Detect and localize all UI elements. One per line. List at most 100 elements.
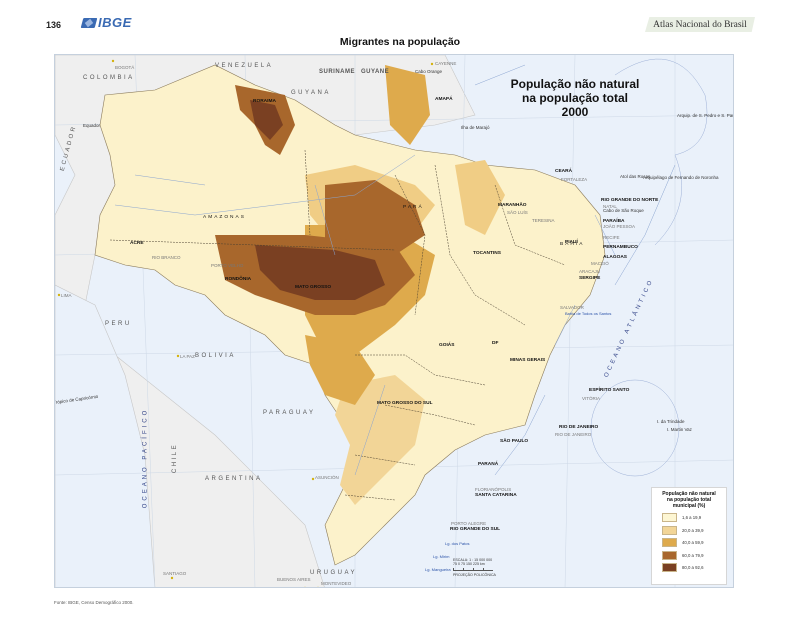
source-note: Fonte: IBGE, Censo Demográfico 2000. (54, 600, 134, 605)
capital-label-natal: NATAL (603, 204, 617, 209)
state-label-rondonia: RONDÔNIA (225, 277, 252, 282)
legend-item: 60,0 a 79,9 (662, 550, 722, 560)
state-label-df: DF (492, 341, 499, 346)
legend-item: 1,6 a 19,9 (662, 513, 722, 523)
map-title: População não natural na população total… (510, 77, 640, 119)
country-label-suriname: SURINAME (319, 69, 356, 75)
capital-label-asuncion: ASUNCIÓN (315, 475, 339, 480)
ibge-logo-text: IBGE (98, 15, 132, 30)
country-label-argentina: ARGENTINA (205, 476, 263, 482)
capital-label-santiago: SANTIAGO (163, 571, 187, 576)
feature-label-equator: Equador (83, 123, 101, 128)
page-number: 136 (46, 20, 62, 30)
capital-label-sao-luis: SÃO LUÍS (507, 210, 528, 215)
capital-label-recife: RECIFE (603, 235, 620, 240)
feature-label-cabo-orange: Cabo Orange (415, 69, 443, 74)
state-label-sao-paulo: SÃO PAULO (500, 439, 529, 444)
scale-bar: ESCALA: 1 : 15 000 000 75 0 75 150 225 k… (453, 558, 533, 577)
class-20-39-south (335, 375, 425, 505)
feature-label-lagoa-mirim: Lg. Mirim (433, 554, 450, 559)
atlas-name-tag: Atlas Nacional do Brasil (645, 17, 755, 32)
country-label-uruguay: URUGUAY (310, 570, 358, 576)
capital-label-rio-de-janeiro: RIO DE JANEIRO (555, 432, 592, 437)
class-80-92-mt (255, 245, 385, 300)
capital-label-salvador: SALVADOR (560, 305, 584, 310)
state-label-sergipe: SERGIPE (579, 276, 601, 281)
legend-item: 40,0 a 59,9 (662, 538, 722, 548)
feature-label-atol-rocas: Atol das Rocas (620, 174, 651, 179)
scale-label: ESCALA: 1 : 15 000 000 (453, 558, 493, 562)
state-label-paraiba: PARAÍBA (603, 219, 625, 224)
legend-title: População não natural na população total… (662, 491, 716, 509)
state-label-pernambuco: PERNAMBUCO (603, 245, 638, 250)
capital-label-cayenne: CAYENNE (435, 61, 457, 66)
capital-label-porto-alegre: PORTO ALEGRE (451, 521, 487, 526)
legend-swatch (662, 550, 677, 560)
scale-graphic (453, 568, 493, 571)
capital-label-florianopolis: FLORIANÓPOLIS (475, 487, 512, 492)
capital-label-teresina: TERESINA (532, 218, 555, 223)
state-label-amazonas: AMAZONAS (203, 215, 246, 220)
state-label-bahia: BAHIA (560, 242, 585, 247)
feature-label-lagoa-mangueira: Lg. Mangueira (425, 567, 451, 572)
feature-label-sao-pedro: Arquip. de S. Pedro e S. Paulo (677, 113, 734, 118)
state-label-maranhao: MARANHÃO (498, 203, 527, 208)
projection-label: PROJEÇÃO POLICÔNICA (453, 573, 496, 577)
country-label-guyane: GUYANE (361, 69, 390, 75)
ocean-label-pacific: OCEANO PACÍFICO (142, 407, 149, 509)
map-graphic (55, 55, 733, 587)
capital-label-lima: LIMA (61, 293, 72, 298)
state-label-espirito-santo: ESPÍRITO SANTO (589, 388, 630, 393)
capital-label-la-paz: LA PAZ (180, 354, 195, 359)
state-label-alagoas: ALAGOAS (603, 255, 627, 260)
map-frame: População não natural na população total… (54, 54, 734, 588)
country-label-venezuela: VENEZUELA (215, 63, 274, 69)
state-label-tocantins: TOCANTINS (473, 251, 501, 256)
state-label-roraima: RORAIMA (253, 99, 276, 104)
capital-label-bogota: BOGOTÁ (115, 65, 135, 70)
country-label-bolivia: BOLIVIA (195, 353, 236, 359)
capital-label-buenos-aires: BUENOS AIRES (277, 577, 311, 582)
country-label-guyana: GUYANA (291, 90, 331, 96)
legend-swatch (662, 538, 677, 548)
country-label-colombia: COLOMBIA (83, 75, 135, 81)
state-label-parana: PARANÁ (478, 462, 499, 467)
country-label-chile: CHILE (172, 442, 179, 474)
map-legend: População não natural na população total… (651, 487, 727, 585)
state-label-mato-grosso-do-sul: MATO GROSSO DO SUL (377, 401, 433, 406)
state-label-santa-catarina: SANTA CATARINA (475, 493, 517, 498)
class-40-59-ms (305, 335, 375, 405)
country-label-paraguay: PARAGUAY (263, 410, 316, 416)
page-title: Migrantes na população (339, 36, 461, 48)
class-80-92-rr (250, 100, 283, 140)
state-label-goias: GOIÁS (439, 343, 455, 348)
feature-label-cabo-sao-roque: Cabo de São Roque (603, 208, 644, 213)
ibge-logo: IBGE (80, 15, 132, 30)
state-label-ceara: CEARÁ (555, 169, 573, 174)
state-label-rio-de-janeiro: RIO DE JANEIRO (559, 425, 599, 430)
legend-item: 80,0 a 92,6 (662, 562, 722, 572)
capital-label-aracaju: ARACAJU (579, 269, 601, 274)
state-label-piaui: PIAUÍ (565, 240, 578, 245)
shelf-line (474, 64, 676, 476)
class-40-59-ap (385, 65, 430, 145)
state-label-rio-grande-do-sul: RIO GRANDE DO SUL (450, 527, 501, 532)
capital-label-joao-pessoa: JOÃO PESSOA (603, 224, 636, 229)
feature-label-martin-vaz: I. Martin Vaz (667, 427, 692, 432)
state-label-mato-grosso: MATO GROSSO (295, 285, 332, 290)
class-20-39-northeast (455, 160, 505, 235)
feature-label-trindade: I. da Trindade (657, 419, 685, 424)
feature-label-lagoa-patos: Lg. dos Patos (445, 541, 470, 546)
state-label-para: PARÁ (403, 205, 424, 210)
state-label-minas-gerais: MINAS GERAIS (510, 358, 546, 363)
state-label-acre: ACRE (130, 241, 144, 246)
feature-label-marajo: Ilha de Marajó (461, 125, 490, 130)
scale-ticks: 75 0 75 150 225 km (453, 562, 485, 566)
legend-swatch (662, 562, 677, 572)
pacific-coast (55, 284, 156, 587)
ibge-logo-icon (80, 17, 98, 28)
state-label-amapa: AMAPÁ (435, 97, 453, 102)
capital-label-rio-branco: RIO BRANCO (152, 255, 181, 260)
capital-label-maceio: MACEIÓ (591, 261, 609, 266)
capital-label-vitoria: VITÓRIA (582, 396, 601, 401)
